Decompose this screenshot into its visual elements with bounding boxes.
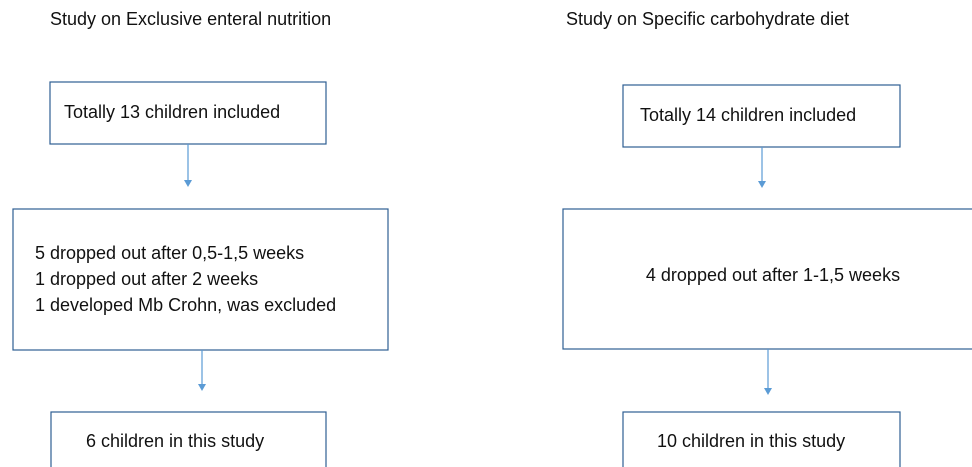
box-text: 1 developed Mb Crohn, was excluded: [35, 295, 336, 315]
box-text: 5 dropped out after 0,5-1,5 weeks: [35, 243, 304, 263]
box: [50, 411, 327, 467]
arrowhead: [184, 180, 192, 187]
box-text: 1 dropped out after 2 weeks: [35, 269, 258, 289]
box-text: 10 children in this study: [657, 431, 845, 451]
arrowhead: [758, 181, 766, 188]
box-text: Totally 13 children included: [64, 102, 280, 122]
column-title: Study on Exclusive enteral nutrition: [50, 9, 331, 29]
box-text: Totally 14 children included: [640, 105, 856, 125]
column-title: Study on Specific carbohydrate diet: [566, 9, 849, 29]
box: [12, 208, 389, 351]
arrowhead: [198, 384, 206, 391]
box-text: 4 dropped out after 1-1,5 weeks: [646, 265, 900, 285]
box: [49, 81, 327, 145]
arrowhead: [764, 388, 772, 395]
box-text: 6 children in this study: [86, 431, 264, 451]
box: [622, 411, 901, 467]
box: [622, 84, 901, 148]
box: [562, 208, 972, 350]
